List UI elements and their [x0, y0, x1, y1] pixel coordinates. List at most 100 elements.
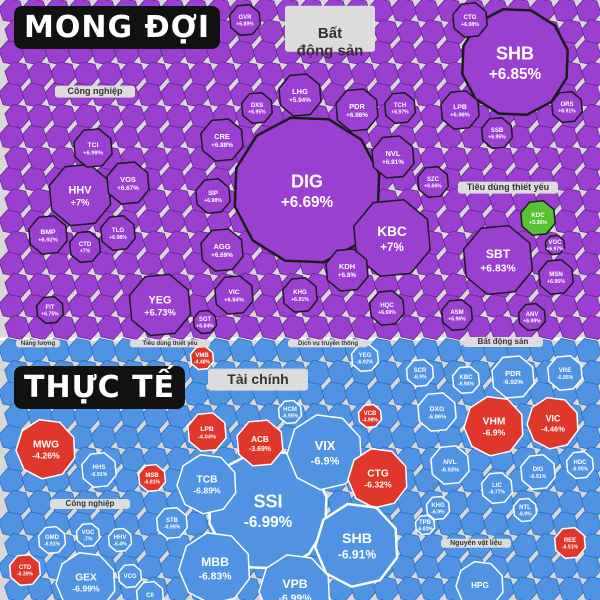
cell-msn[interactable] — [538, 259, 574, 295]
cell-nvl[interactable] — [430, 445, 470, 485]
cell-cii[interactable] — [135, 580, 165, 600]
cell-yeg[interactable] — [350, 343, 380, 373]
cell-ree[interactable] — [553, 526, 587, 560]
cell-percent: +6.91% — [558, 109, 576, 115]
cell-hdc[interactable] — [565, 450, 595, 480]
cell-hhv[interactable] — [107, 527, 133, 553]
cell-vic[interactable] — [214, 275, 254, 315]
cell-vhm[interactable] — [463, 395, 524, 457]
cell-ntl[interactable] — [512, 497, 538, 523]
cell-acb[interactable] — [236, 419, 284, 467]
cell-vcg[interactable] — [117, 563, 143, 589]
cell-kbc[interactable] — [451, 365, 481, 395]
cell-nvl[interactable] — [371, 135, 415, 179]
cell-ctg[interactable] — [347, 447, 408, 509]
cell-lhg[interactable] — [278, 73, 322, 117]
cell-ssb[interactable] — [480, 116, 514, 150]
cell-agg[interactable] — [200, 228, 244, 272]
cell-scr[interactable] — [405, 358, 435, 388]
cell-ctd[interactable] — [8, 553, 42, 587]
filler-cell — [50, 103, 77, 129]
cell-asm[interactable] — [440, 298, 474, 332]
cell-tch[interactable] — [383, 91, 417, 125]
filler-cell — [396, 576, 423, 600]
cell-vgc[interactable] — [544, 234, 566, 256]
cell-kdc[interactable] — [520, 200, 556, 236]
cell-percent: -6.9% — [413, 375, 427, 381]
cell-ticker: TLG — [112, 227, 124, 234]
cell-ticker: CTD — [79, 242, 92, 248]
cell-lpb[interactable] — [440, 90, 480, 130]
cell-shb[interactable] — [461, 8, 569, 116]
filler-cell — [419, 533, 446, 559]
filler-cell — [4, 103, 31, 129]
sector-label-cong-nghiep-top: Công nghiệp — [68, 86, 123, 96]
cell-lic[interactable] — [480, 471, 514, 505]
cell-percent: -6.91% — [44, 542, 61, 548]
cell-sbt[interactable] — [462, 224, 534, 296]
cell-ctd[interactable] — [68, 230, 102, 264]
sector-label-tieu-dung-thiet-yeu-bottom: Tiêu dùng thiết yếu — [143, 340, 198, 347]
filler-cell — [73, 314, 100, 340]
cell-tlg[interactable] — [100, 215, 136, 251]
cell-tpb[interactable] — [414, 514, 436, 536]
cell-dxs[interactable] — [240, 91, 274, 125]
filler-cell — [581, 272, 600, 298]
cell-anv[interactable] — [517, 302, 547, 332]
cell-cre[interactable] — [200, 118, 244, 162]
cell-vcb[interactable] — [357, 403, 383, 429]
cell-vic[interactable] — [526, 396, 579, 450]
cell-hcm[interactable] — [277, 399, 303, 425]
cell-kbc[interactable] — [353, 199, 431, 277]
cell-vpb[interactable] — [258, 554, 331, 600]
cell-pdr[interactable] — [335, 88, 379, 132]
cell-dig[interactable] — [520, 454, 556, 490]
filler-cell — [27, 489, 54, 516]
cell-stb[interactable] — [155, 506, 189, 540]
cell-sgt[interactable] — [192, 309, 218, 335]
cell-tcb[interactable] — [176, 453, 237, 515]
cell-vmb[interactable] — [189, 345, 215, 371]
cell-gvr[interactable] — [228, 3, 262, 37]
cell-kdh[interactable] — [325, 248, 369, 292]
cell-gmd[interactable] — [37, 525, 67, 555]
cell-shb[interactable] — [313, 502, 399, 589]
cell-hhv[interactable] — [48, 163, 112, 227]
cell-vre[interactable] — [547, 355, 583, 391]
filler-cell — [4, 230, 31, 256]
cell-bmp[interactable] — [28, 215, 68, 255]
cell-hqc[interactable] — [369, 290, 405, 326]
cell-szc[interactable] — [416, 165, 450, 199]
cell-ors[interactable] — [550, 90, 584, 124]
cell-sip[interactable] — [195, 178, 231, 214]
cell-ticker: YEG — [149, 294, 172, 306]
filler-cell — [142, 103, 169, 129]
cell-vos[interactable] — [106, 161, 150, 205]
cell-hhs[interactable] — [81, 452, 117, 488]
cell-dxg[interactable] — [417, 392, 457, 432]
cell-ctg[interactable] — [452, 2, 488, 38]
cell-vix[interactable] — [286, 414, 363, 491]
cell-tci[interactable] — [73, 128, 113, 168]
cell-khg[interactable] — [282, 277, 318, 313]
cell-msb[interactable] — [137, 463, 167, 493]
cell-lpb[interactable] — [187, 412, 227, 452]
filler-cell — [419, 314, 446, 340]
filler-cell — [4, 489, 31, 516]
cell-ticker: YEG — [359, 353, 372, 359]
cell-fit[interactable] — [35, 295, 65, 325]
cell-ticker: GVR — [238, 15, 252, 21]
cell-khg[interactable] — [425, 495, 451, 521]
cell-pdr[interactable] — [491, 355, 535, 399]
cell-hpg[interactable] — [455, 560, 504, 600]
cell-dig[interactable] — [233, 116, 381, 264]
cell-vgc[interactable] — [75, 522, 101, 548]
cell-ticker: KDC — [531, 212, 545, 219]
cell-yeg[interactable] — [128, 273, 192, 337]
cell-mbb[interactable] — [178, 532, 251, 600]
filler-cell — [373, 61, 400, 87]
cell-percent: -4.48% — [194, 360, 211, 366]
cell-mwg[interactable] — [15, 418, 76, 480]
cell-percent: -6.83% — [417, 527, 434, 533]
cell-gex[interactable] — [55, 551, 116, 600]
